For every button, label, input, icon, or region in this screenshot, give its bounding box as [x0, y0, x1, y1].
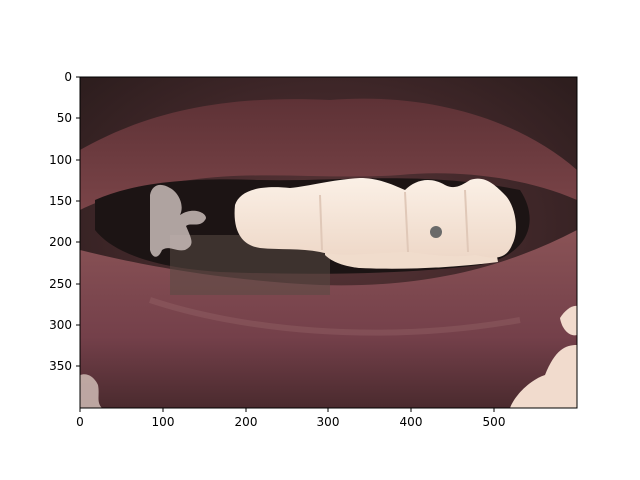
mask-blob-bottom-right: [510, 345, 577, 408]
x-tick-label: 400: [400, 415, 423, 429]
y-axis: 0 50 100 150 200 250 300 350: [49, 70, 80, 373]
y-tick-label: 0: [64, 70, 72, 84]
lower-teeth: [170, 235, 330, 295]
photo-content: [80, 77, 577, 408]
mask-blob-right-edge: [560, 305, 577, 336]
mask-blob-left: [150, 184, 206, 257]
x-tick-label: 200: [235, 415, 258, 429]
y-tick-label: 350: [49, 359, 72, 373]
y-tick-label: 50: [57, 111, 72, 125]
x-tick-label: 100: [152, 415, 175, 429]
y-tick-label: 300: [49, 318, 72, 332]
y-tick-label: 200: [49, 235, 72, 249]
x-tick-label: 500: [483, 415, 506, 429]
x-tick-label: 0: [76, 415, 84, 429]
upper-teeth: [234, 178, 516, 258]
x-tick-label: 300: [317, 415, 340, 429]
mask-blob-bottom-left: [80, 374, 102, 408]
y-tick-label: 250: [49, 277, 72, 291]
x-axis: 0 100 200 300 400 500: [76, 408, 505, 429]
gray-spot: [430, 226, 442, 238]
y-tick-label: 150: [49, 194, 72, 208]
y-tick-label: 100: [49, 153, 72, 167]
upper-lip: [80, 98, 577, 210]
